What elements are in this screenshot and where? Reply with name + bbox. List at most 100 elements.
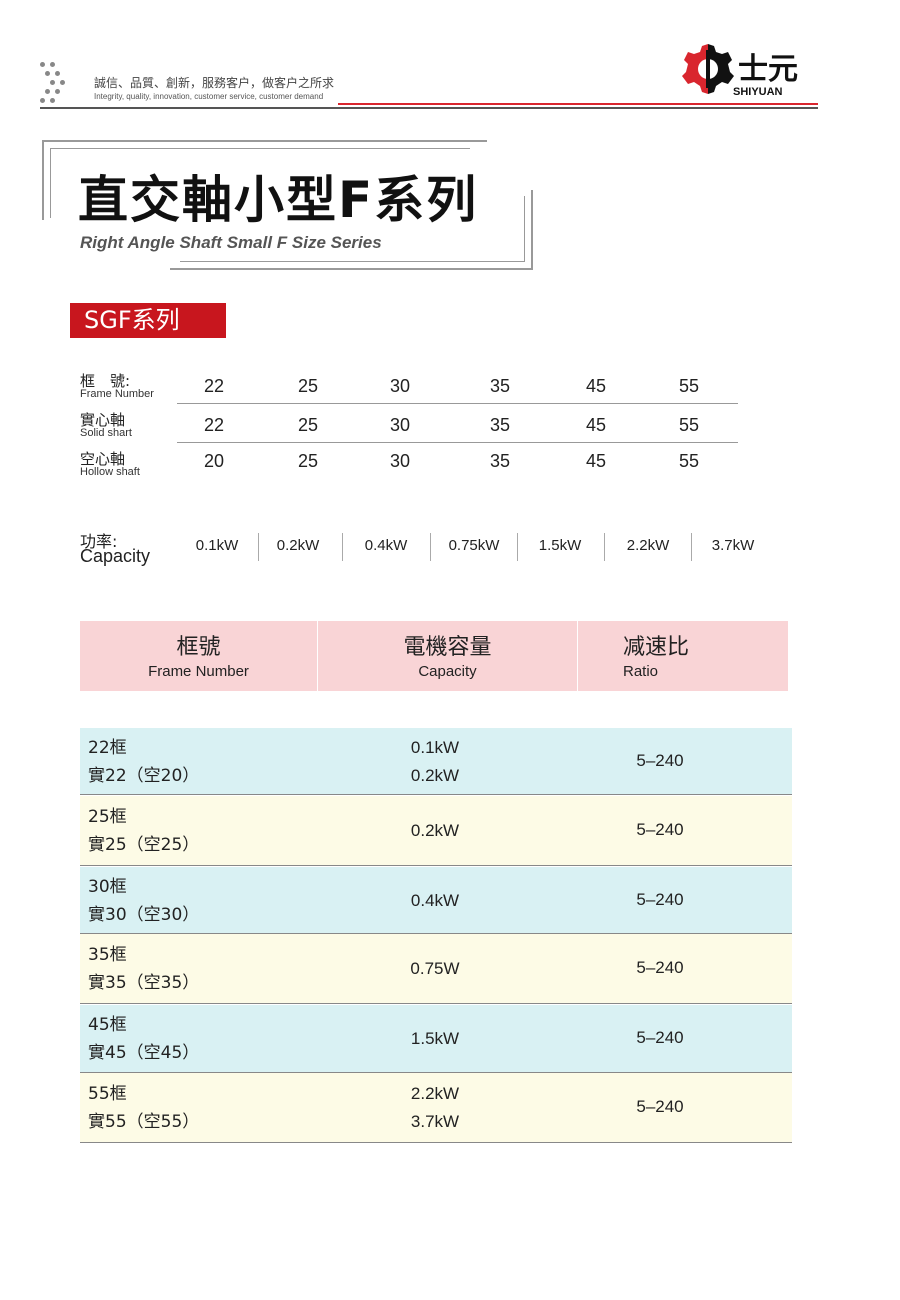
spec-value: 55: [678, 451, 700, 471]
capacity-separator: [430, 533, 431, 561]
capacity-cell: 0.75W: [380, 955, 490, 983]
spec-label-en: Frame Number: [80, 388, 154, 400]
chevron-dots-icon: [38, 60, 78, 103]
capacity-cell-value: 1.5kW: [410, 1029, 460, 1048]
spec-value: 55: [678, 415, 700, 435]
spec-label-cn: 實心軸: [80, 411, 126, 429]
shaft-label: 實55（空55）: [88, 1112, 200, 1132]
table-header-frame: 框號 Frame Number: [80, 621, 317, 691]
spec-value: 35: [489, 376, 511, 396]
ratio-cell: 5–240: [636, 958, 684, 977]
slogan-en: Integrity, quality, innovation, customer…: [94, 92, 324, 101]
table-row: 25框實25（空25） 0.2kW 5–240: [80, 796, 792, 866]
frame-label: 25框: [88, 807, 127, 827]
capacity-value: 0.75kW: [448, 537, 500, 554]
shaft-label: 實45（空45）: [88, 1043, 200, 1063]
frame-label: 55框: [88, 1084, 127, 1104]
series-badge: SGF系列: [70, 303, 226, 338]
spec-value: 30: [389, 415, 411, 435]
logo-text-en: SHIYUAN: [733, 86, 783, 98]
frame-cell: 22框實22（空20）: [88, 734, 199, 790]
spec-value: 25: [297, 415, 319, 435]
spec-label-cn: 空心軸: [80, 450, 126, 468]
gear-logo-icon: [682, 44, 734, 94]
frame-label: 45框: [88, 1015, 127, 1035]
shaft-label: 實35（空35）: [88, 973, 200, 993]
spec-value: 35: [489, 451, 511, 471]
spec-value: 35: [489, 415, 511, 435]
spec-label-en: Solid shart: [80, 427, 132, 439]
capacity-separator: [257, 533, 259, 561]
capacity-value: 2.2kW: [626, 537, 670, 554]
ratio-cell: 5–240: [636, 1028, 684, 1047]
spec-value: 45: [585, 376, 607, 396]
frame-cell: 35框實35（空35）: [88, 941, 199, 997]
table-row: 55框實55（空55） 2.2kW 3.7kW 5–240: [80, 1073, 792, 1143]
capacity-value: 0.4kW: [364, 537, 408, 554]
capacity-label-en: Capacity: [80, 546, 151, 566]
capacity-cell: 2.2kW 3.7kW: [380, 1080, 490, 1136]
spec-label-cn: 框 號:: [80, 372, 131, 390]
ratio-cell: 5–240: [636, 889, 684, 909]
table-header-ratio: 减速比 Ratio: [578, 621, 788, 691]
table-header-capacity: 電機容量 Capacity: [318, 621, 577, 691]
title-frame-top-inner: [50, 148, 470, 218]
title-frame-top: [42, 140, 487, 220]
spec-value: 30: [389, 451, 411, 471]
capacity-separator: [690, 533, 692, 561]
capacity-cell-value: 2.2kW: [410, 1084, 460, 1103]
page-title: 直交軸小型F系列: [78, 171, 479, 229]
capacity-value: 0.1kW: [195, 537, 239, 554]
spec-value: 25: [297, 451, 319, 471]
capacity-value: 0.2kW: [276, 537, 320, 554]
ratio-cell: 5–240: [636, 1097, 684, 1116]
spec-divider: [177, 403, 738, 404]
spec-value: 22: [203, 376, 225, 396]
frame-cell: 45框實45（空45）: [88, 1011, 199, 1067]
table-row: 45框實45（空45） 1.5kW 5–240: [80, 1005, 792, 1073]
capacity-cell-value: 0.4kW: [410, 890, 460, 910]
frame-cell: 25框實25（空25）: [88, 803, 199, 859]
spec-value: 20: [203, 451, 225, 471]
frame-label: 35框: [88, 945, 127, 965]
frame-label: 22框: [88, 737, 127, 758]
ratio-cell: 5–240: [636, 820, 684, 839]
capacity-label-cn: 功率:: [80, 532, 118, 551]
spec-value: 22: [203, 415, 225, 435]
capacity-value: 1.5kW: [538, 537, 582, 554]
capacity-cell-value: 0.2kW: [410, 821, 460, 840]
capacity-cell: 1.5kW: [380, 1025, 490, 1053]
spec-value: 45: [585, 451, 607, 471]
header-divider-red: [338, 103, 818, 105]
spec-value: 25: [297, 376, 319, 396]
spec-value: 30: [389, 376, 411, 396]
capacity-value: 3.7kW: [711, 537, 755, 554]
logo-text-cn: 士元: [738, 52, 798, 87]
capacity-cell-value: 3.7kW: [410, 1112, 460, 1131]
frame-cell: 55框實55（空55）: [88, 1080, 199, 1136]
frame-label: 30框: [88, 876, 127, 897]
slogan-cn: 誠信、品質、創新，服務客户，做客户之所求: [94, 76, 335, 90]
ratio-cell: 5–240: [636, 750, 684, 770]
table-row: 30框 實30（空30） 0.4kW 5–240: [80, 867, 792, 934]
header-divider-gray: [40, 107, 818, 109]
capacity-cell: 0.2kW: [380, 817, 490, 845]
capacity-cell-value: 0.75W: [410, 959, 460, 978]
capacity-separator: [604, 533, 605, 561]
capacity-cell: 0.4kW: [380, 887, 490, 915]
title-frame-bottom: [170, 190, 533, 270]
spec-value: 45: [585, 415, 607, 435]
spec-value: 55: [678, 376, 700, 396]
title-frame-bottom-inner: [180, 196, 525, 262]
table-row: 35框實35（空35） 0.75W 5–240: [80, 934, 792, 1004]
shaft-label: 實25（空25）: [88, 835, 200, 855]
frame-cell: 30框 實30（空30）: [88, 873, 199, 929]
capacity-separator: [517, 533, 518, 561]
spec-divider: [177, 442, 738, 443]
capacity-cell: 0.1kW 0.2kW: [380, 734, 490, 790]
table-row: 22框實22（空20） 0.1kW 0.2kW 5–240: [80, 728, 792, 795]
capacity-separator: [342, 533, 343, 561]
capacity-cell-value: 0.2kW: [410, 765, 460, 785]
capacity-cell-value: 0.1kW: [410, 737, 460, 757]
shaft-label: 實22（空20）: [88, 765, 200, 786]
